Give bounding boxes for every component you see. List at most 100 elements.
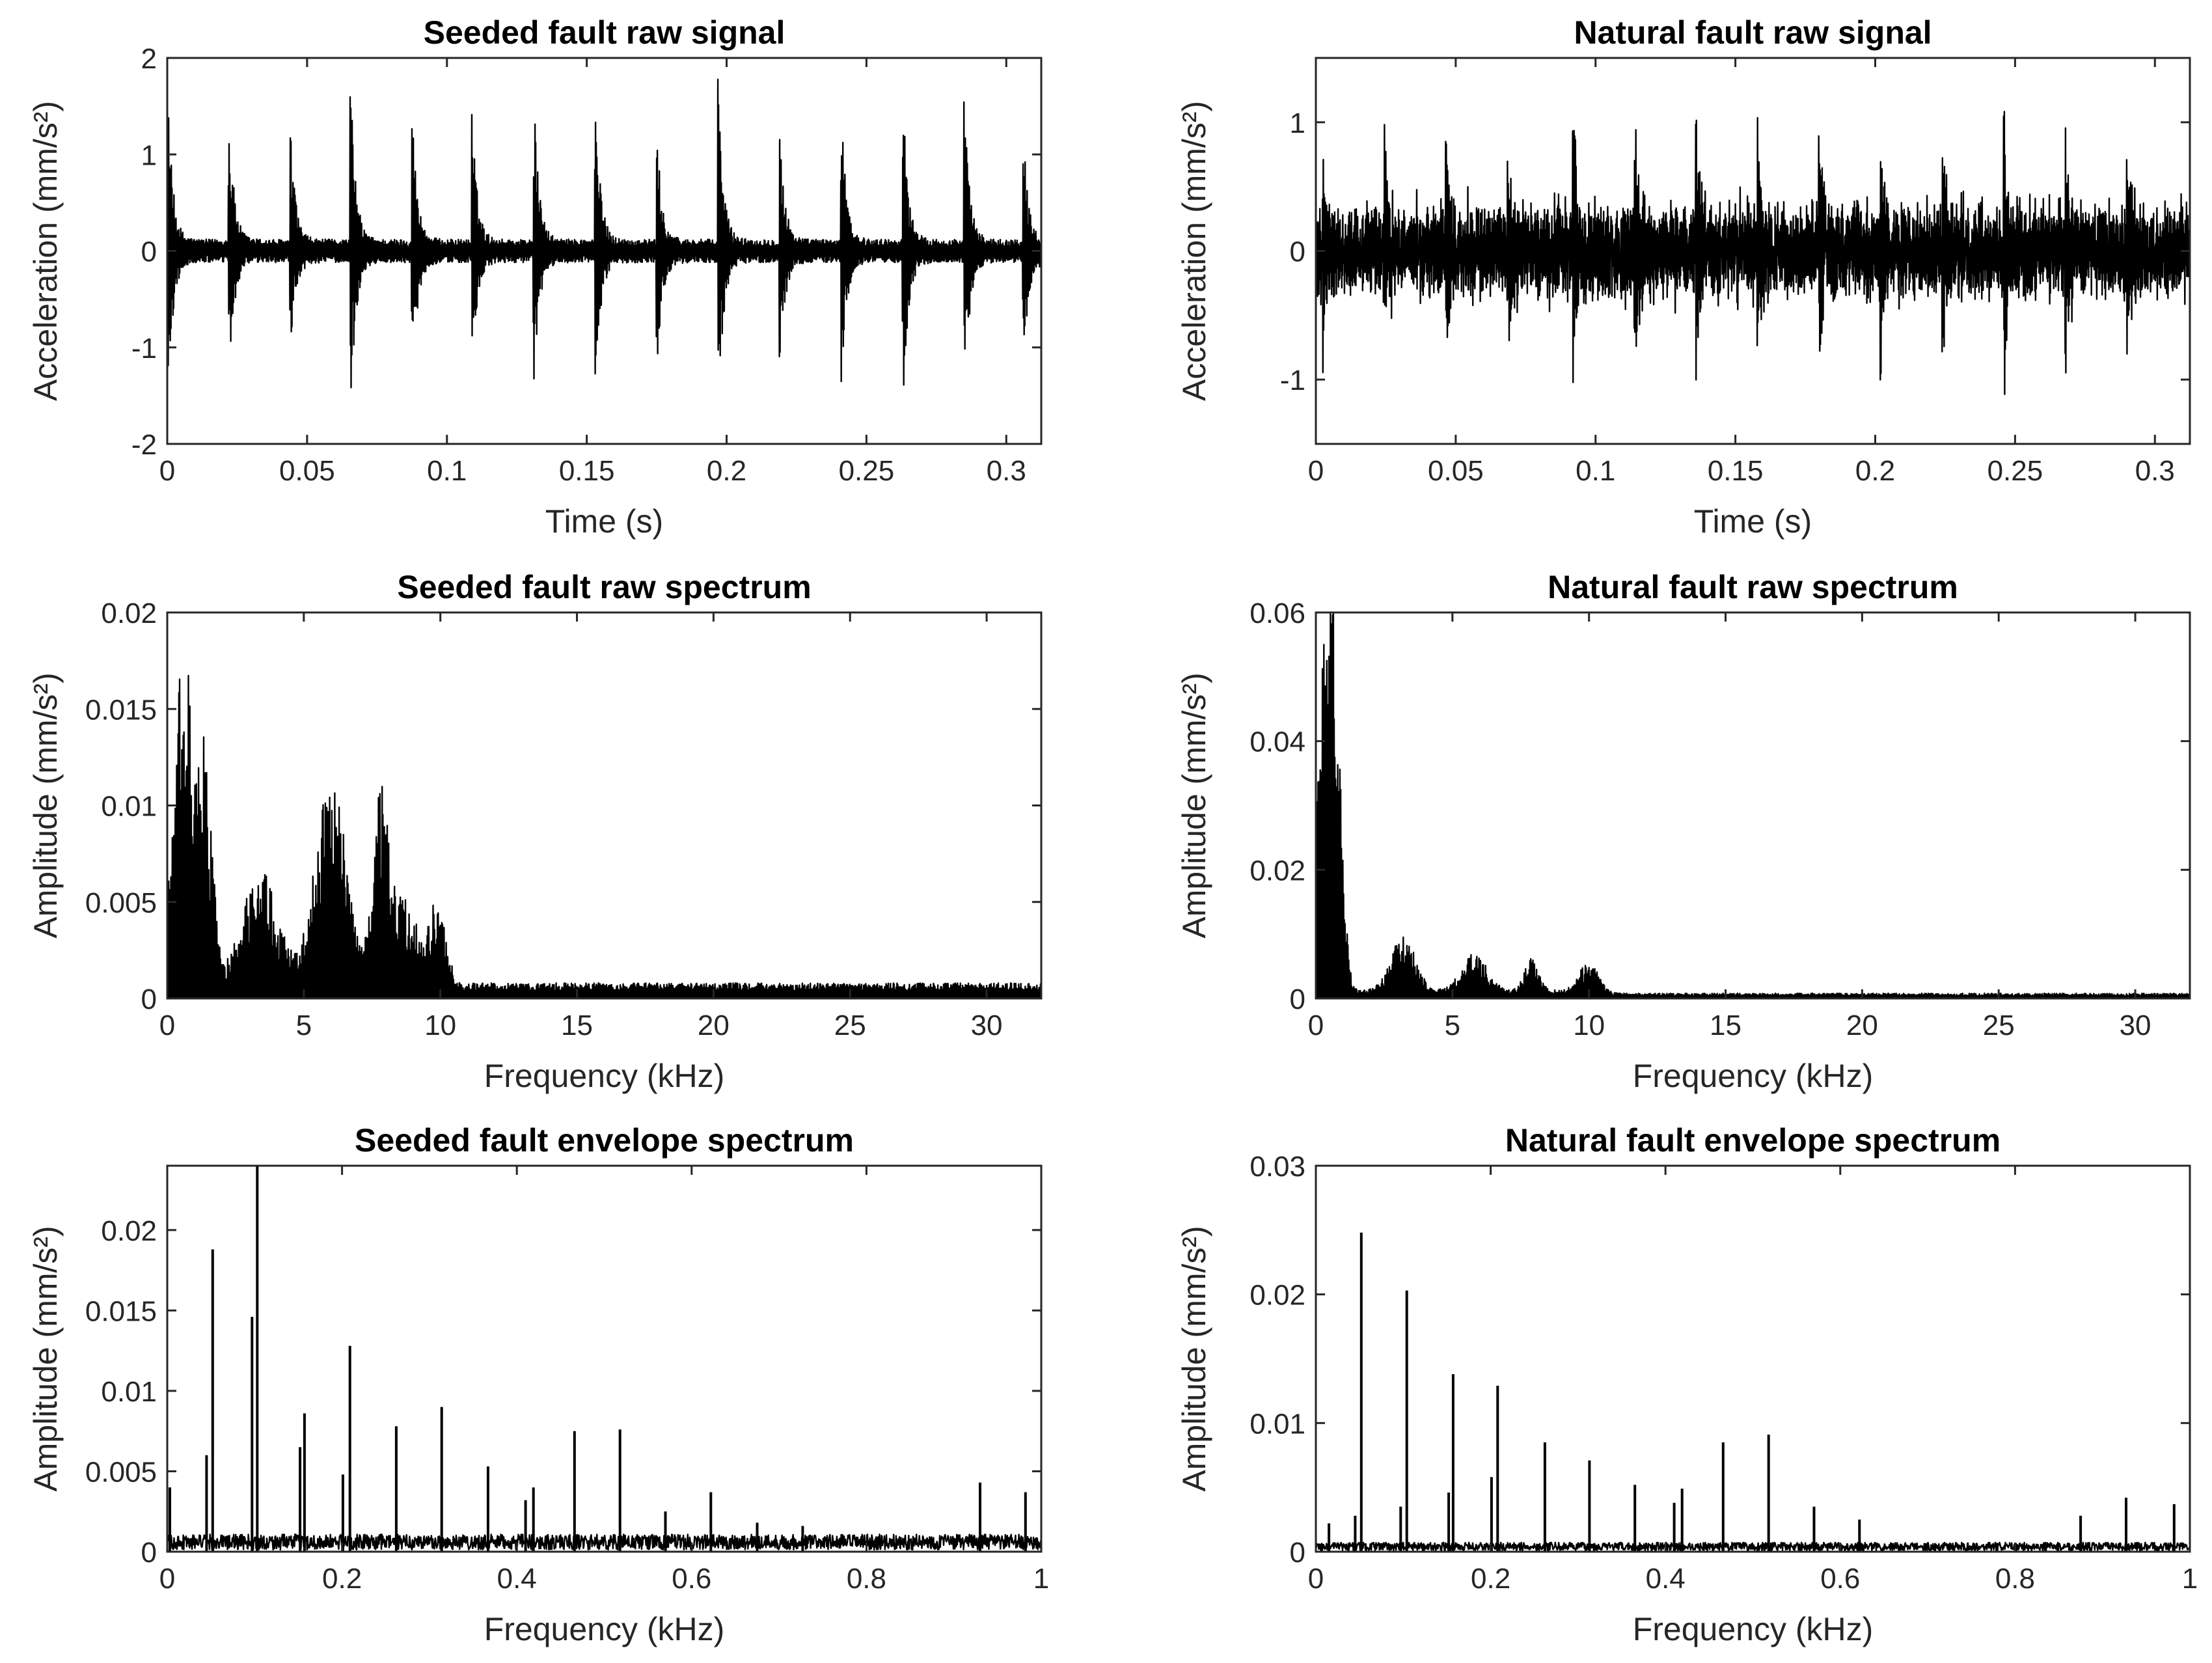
y-tick-label: 0 — [1290, 1537, 1305, 1569]
x-tick-label: 0 — [1308, 1010, 1324, 1041]
y-tick-label: 0.06 — [1249, 598, 1305, 629]
seeded-envelope-spectrum-panel: 0 0.2 0.4 0.6 0.8 1 0 0.005 0.01 0.015 0.02 Seeded … — [27, 1122, 1049, 1647]
x-tick-label: 1 — [1033, 1563, 1049, 1595]
natural-envelope-spectrum-xlabel: Frequency (kHz) — [1633, 1611, 1874, 1647]
seeded-envelope-spectrum-xlabel: Frequency (kHz) — [484, 1611, 725, 1647]
x-tick-label: 1 — [2182, 1563, 2198, 1595]
x-tick-label: 0.2 — [707, 455, 746, 487]
x-tick-label: 5 — [296, 1010, 312, 1041]
x-tick-label: 25 — [1983, 1010, 2015, 1041]
x-tick-label: 25 — [834, 1010, 866, 1041]
x-tick-label: 5 — [1445, 1010, 1460, 1041]
seeded-envelope-spectrum-title: Seeded fault envelope spectrum — [355, 1122, 854, 1159]
y-tick-label: 0 — [141, 983, 157, 1015]
seeded-raw-signal-panel: 0 0.05 0.1 0.15 0.2 0.25 0.3 -2 -1 0 1 2 Seeded faul… — [27, 14, 1043, 540]
seeded-raw-spectrum-xlabel: Frequency (kHz) — [484, 1058, 725, 1094]
x-tick-label: 0.6 — [1820, 1563, 1860, 1595]
natural-raw-spectrum-ylabel: Amplitude (mm/s²) — [1176, 672, 1212, 938]
seeded-envelope-spectrum-data — [167, 1166, 1041, 1552]
y-tick-label: 1 — [1290, 107, 1305, 139]
seeded-raw-spectrum-data — [167, 674, 1041, 998]
x-tick-label: 0.8 — [847, 1563, 886, 1595]
x-tick-label: 0 — [159, 1563, 175, 1595]
natural-envelope-spectrum-data — [1316, 1232, 2190, 1552]
x-tick-label: 0 — [159, 455, 175, 487]
x-tick-label: 0.05 — [1428, 455, 1484, 487]
y-tick-label: -2 — [131, 429, 157, 461]
natural-envelope-spectrum-title: Natural fault envelope spectrum — [1505, 1122, 2000, 1159]
seeded-raw-spectrum-series — [167, 674, 1041, 998]
seeded-raw-signal-series — [167, 78, 1041, 389]
natural-raw-spectrum-axes-frame — [1315, 611, 2191, 1000]
x-tick-label: 0.1 — [1576, 455, 1615, 487]
y-tick-label: 0.02 — [101, 598, 157, 629]
x-tick-label: 20 — [1846, 1010, 1878, 1041]
y-tick-label: 2 — [141, 43, 157, 75]
natural-envelope-spectrum-panel: 0 0.2 0.4 0.6 0.8 1 0 0.01 0.02 0.03 Natural fault… — [1176, 1122, 2198, 1647]
natural-raw-spectrum-title: Natural fault raw spectrum — [1548, 569, 1958, 605]
y-tick-label: 0.01 — [101, 791, 157, 823]
x-tick-label: 20 — [698, 1010, 730, 1041]
y-tick-label: -1 — [131, 333, 157, 364]
x-tick-label: 30 — [971, 1010, 1003, 1041]
natural-raw-signal-panel: 0 0.05 0.1 0.15 0.2 0.25 0.3 -1 0 1 Natural fault … — [1176, 14, 2191, 540]
x-tick-label: 15 — [1710, 1010, 1741, 1041]
seeded-raw-spectrum-panel: 0 5 10 15 20 25 30 0 0.005 0.01 0.015 0.02 Seeded fa… — [27, 569, 1043, 1094]
x-tick-label: 0.3 — [2135, 455, 2175, 487]
y-tick-label: 0.005 — [85, 887, 157, 919]
natural-envelope-spectrum-ylabel: Amplitude (mm/s²) — [1176, 1226, 1212, 1491]
y-tick-label: 0 — [1290, 236, 1305, 268]
x-tick-label: 15 — [561, 1010, 593, 1041]
x-tick-label: 0.6 — [672, 1563, 711, 1595]
y-tick-label: 0.015 — [85, 694, 157, 726]
seeded-envelope-spectrum-noise-floor — [167, 1533, 1041, 1551]
x-tick-label: 0.4 — [1646, 1563, 1686, 1595]
x-tick-label: 10 — [1573, 1010, 1605, 1041]
seeded-raw-signal-ylabel: Acceleration (mm/s²) — [27, 101, 64, 401]
natural-raw-spectrum-panel: 0 5 10 15 20 25 30 0 0.02 0.04 0.06 Natural fault r… — [1176, 569, 2191, 1094]
x-tick-label: 0.15 — [559, 455, 615, 487]
natural-envelope-spectrum-noise-floor — [1316, 1541, 2190, 1552]
y-tick-label: 0 — [141, 1537, 157, 1569]
natural-raw-spectrum-data — [1316, 612, 2190, 998]
y-tick-label: 0.02 — [101, 1215, 157, 1247]
x-tick-label: 0.2 — [1855, 455, 1895, 487]
y-tick-label: 0.02 — [1249, 855, 1305, 886]
y-tick-label: 0.01 — [1249, 1408, 1305, 1440]
x-tick-label: 0.15 — [1708, 455, 1764, 487]
seeded-envelope-spectrum-ylabel: Amplitude (mm/s²) — [27, 1226, 64, 1491]
y-tick-label: 0.015 — [85, 1295, 157, 1327]
x-tick-label: 0.2 — [322, 1563, 362, 1595]
y-tick-label: 0.01 — [101, 1376, 157, 1408]
y-tick-label: 0 — [1290, 983, 1305, 1015]
x-tick-label: 10 — [424, 1010, 456, 1041]
x-tick-label: 0.25 — [1987, 455, 2043, 487]
x-tick-label: 0.05 — [279, 455, 335, 487]
seeded-raw-signal-xlabel: Time (s) — [545, 503, 663, 540]
x-tick-label: 0.1 — [427, 455, 467, 487]
seeded-raw-signal-title: Seeded fault raw signal — [424, 14, 785, 51]
natural-raw-spectrum-xlabel: Frequency (kHz) — [1633, 1058, 1874, 1094]
x-tick-label: 0.3 — [987, 455, 1026, 487]
natural-envelope-spectrum-axes-frame — [1315, 1164, 2191, 1553]
y-tick-label: 0.04 — [1249, 726, 1305, 758]
natural-raw-signal-xlabel: Time (s) — [1694, 503, 1812, 540]
x-tick-label: 0 — [1308, 1563, 1324, 1595]
seeded-envelope-spectrum-axes-frame — [166, 1164, 1043, 1553]
seeded-raw-signal-data — [167, 78, 1041, 389]
x-tick-label: 0.8 — [1995, 1563, 2035, 1595]
y-tick-label: 1 — [141, 139, 157, 171]
x-tick-label: 0 — [1308, 455, 1324, 487]
y-tick-label: -1 — [1280, 364, 1305, 396]
natural-raw-signal-ylabel: Acceleration (mm/s²) — [1176, 101, 1212, 401]
y-tick-label: 0.03 — [1249, 1151, 1305, 1183]
x-tick-label: 0.4 — [497, 1563, 537, 1595]
natural-raw-signal-series — [1316, 111, 2190, 395]
natural-raw-signal-title: Natural fault raw signal — [1574, 14, 1932, 51]
natural-raw-signal-data — [1316, 111, 2190, 395]
y-tick-label: 0.02 — [1249, 1280, 1305, 1312]
seeded-raw-spectrum-title: Seeded fault raw spectrum — [397, 569, 811, 605]
x-tick-label: 0.2 — [1471, 1563, 1510, 1595]
x-tick-label: 0.25 — [839, 455, 895, 487]
